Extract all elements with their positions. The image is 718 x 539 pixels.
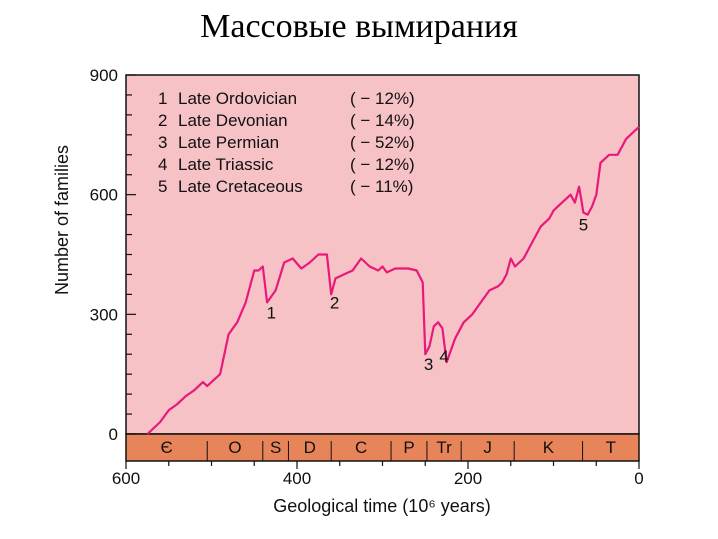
period-label: K <box>543 438 555 457</box>
extinction-marker-label: 5 <box>579 216 588 235</box>
legend-number: 5 <box>158 177 167 196</box>
period-label: O <box>228 438 241 457</box>
extinction-marker-label: 4 <box>439 347 448 366</box>
period-label: P <box>403 438 414 457</box>
extinction-marker-label: 3 <box>424 355 433 374</box>
legend-number: 1 <box>158 89 167 108</box>
period-label: C <box>355 438 367 457</box>
legend-number: 2 <box>158 111 167 130</box>
period-label: Tr <box>436 438 452 457</box>
plot-background <box>125 74 640 435</box>
legend-number: 4 <box>158 155 167 174</box>
y-tick-label: 300 <box>90 305 118 324</box>
y-tick-label: 0 <box>109 425 118 444</box>
x-tick-label: 0 <box>634 469 643 488</box>
x-tick-label: 600 <box>112 469 140 488</box>
slide-title: Массовые вымирания <box>200 8 518 45</box>
period-label: J <box>483 438 492 457</box>
period-label: D <box>304 438 316 457</box>
extinction-marker-label: 2 <box>330 293 339 312</box>
period-band-background <box>125 433 640 462</box>
y-tick-label: 600 <box>90 186 118 205</box>
legend-event-name: Late Devonian <box>178 111 288 130</box>
extinction-marker-label: 1 <box>267 303 276 322</box>
legend-event-name: Late Permian <box>178 133 279 152</box>
x-axis-label: Geological time (10⁶ years) <box>273 496 491 516</box>
legend-percent: ( − 52%) <box>350 133 415 152</box>
legend-number: 3 <box>158 133 167 152</box>
y-axis-label: Number of families <box>52 145 72 295</box>
legend-percent: ( − 12%) <box>350 89 415 108</box>
period-label: Є <box>161 438 173 457</box>
legend-event-name: Late Ordovician <box>178 89 297 108</box>
legend-percent: ( − 14%) <box>350 111 415 130</box>
period-label: T <box>606 438 616 457</box>
families-series-line <box>146 126 640 435</box>
legend-event-name: Late Cretaceous <box>178 177 303 196</box>
period-label: S <box>270 438 281 457</box>
x-tick-label: 400 <box>283 469 311 488</box>
y-tick-label: 900 <box>90 66 118 85</box>
legend-percent: ( − 12%) <box>350 155 415 174</box>
legend-event-name: Late Triassic <box>178 155 274 174</box>
x-tick-label: 200 <box>454 469 482 488</box>
legend-percent: ( − 11%) <box>350 177 413 196</box>
